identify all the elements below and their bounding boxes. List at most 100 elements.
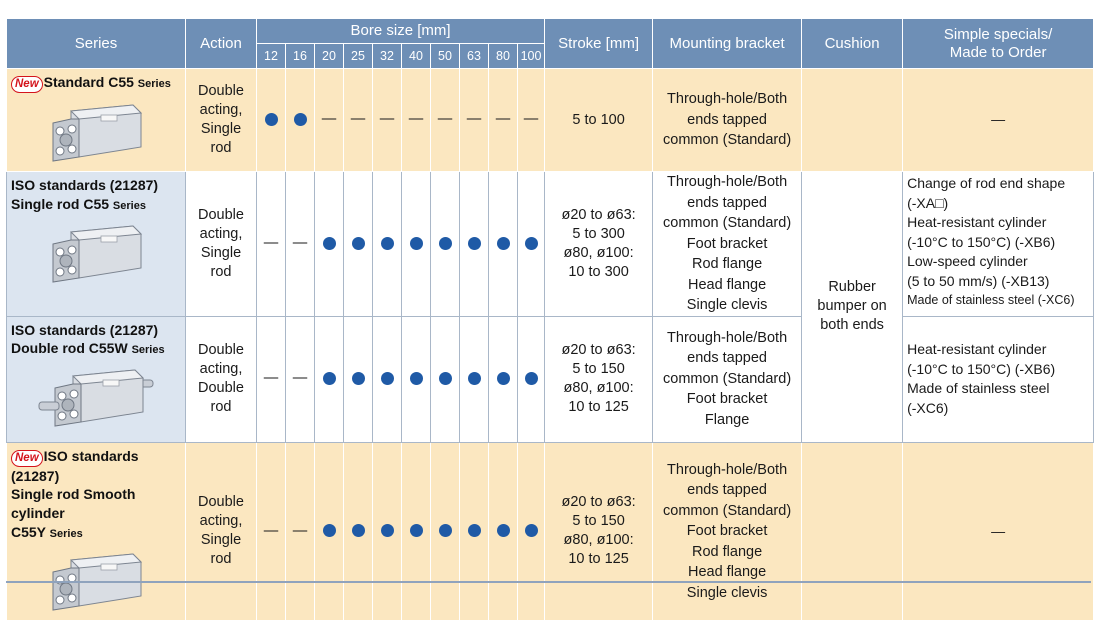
header-specials-line: Made to Order	[949, 43, 1047, 61]
availability-dot	[264, 113, 278, 127]
series-cell: New Standard C55 Series	[6, 68, 186, 172]
bore-cell-80	[488, 441, 518, 621]
mounting-line: common (Standard)	[663, 502, 792, 519]
bore-cell-12	[256, 68, 286, 172]
header-mounting: Mounting bracket	[652, 18, 803, 69]
availability-dot	[409, 236, 423, 250]
bore-cell-40	[401, 171, 431, 317]
availability-dot	[409, 524, 423, 538]
action-cell: Double acting, Single rod	[185, 68, 257, 172]
mounting-line: Rod flange	[692, 543, 763, 560]
not-available-dash: —	[292, 522, 308, 539]
bore-cell-12: —	[256, 171, 286, 317]
availability-dot	[438, 524, 452, 538]
availability-dot	[351, 524, 365, 538]
bore-header-80: 80	[488, 43, 518, 69]
series-title-line: ISO standards (21287)	[11, 321, 182, 340]
series-title-text: C55Y	[11, 524, 46, 541]
table-row: New ISO standards (21287) Single rod Smoot…	[6, 441, 1095, 621]
specials-line: Heat-resistant cylinder	[907, 341, 1047, 357]
specials-dash: —	[991, 111, 1006, 128]
action-line: rod	[210, 140, 232, 156]
bore-cell-32	[372, 315, 402, 443]
series-title-line: New Standard C55 Series	[11, 73, 182, 93]
action-line: acting,	[199, 102, 243, 118]
header-action: Action	[185, 18, 257, 69]
availability-dot	[409, 372, 423, 386]
mounting-line: Through-hole/Both	[667, 174, 788, 190]
series-suffix: Series	[112, 199, 146, 212]
bore-cell-50	[430, 171, 460, 317]
series-title: New Standard C55 Series	[11, 73, 182, 93]
mounting-line: Head flange	[687, 276, 767, 293]
action-line: Single	[200, 532, 242, 549]
bore-header-16: 16	[285, 43, 315, 69]
mounting-line: Flange	[704, 411, 750, 428]
cushion-cell-empty	[801, 441, 904, 621]
stroke-cell: ø20 to ø63: 5 to 300 ø80, ø100: 10 to 300	[544, 171, 654, 317]
mounting-line: Through-hole/Both	[667, 461, 788, 478]
bore-cell-80: —	[488, 68, 518, 172]
specials-line: Made of stainless steel (-XC6)	[907, 293, 1075, 307]
table-row: New Standard C55 Series Double acting, Sing…	[6, 68, 1095, 172]
stroke-cell: 5 to 100	[544, 68, 654, 172]
action-line: Double	[198, 494, 244, 511]
not-available-dash: —	[321, 111, 337, 128]
bore-cell-25	[343, 171, 373, 317]
series-title-text: Standard C55	[43, 74, 134, 90]
action-line: acting,	[199, 225, 243, 242]
availability-dot	[322, 524, 336, 538]
cushion-line: bumper on	[817, 298, 887, 315]
bore-cell-32: —	[372, 68, 402, 172]
bore-cell-50: —	[430, 68, 460, 172]
mounting-line: common (Standard)	[663, 370, 792, 387]
mounting-cell: Through-hole/Both ends tapped common (Stan…	[652, 171, 803, 317]
series-cell: ISO standards (21287) Double rod C55W Ser…	[6, 315, 186, 443]
specials-line: Heat-resistant cylinder	[907, 214, 1047, 230]
stroke-line: 10 to 125	[568, 399, 629, 415]
availability-dot	[524, 524, 538, 538]
specials-line: Low-speed cylinder	[907, 253, 1028, 269]
series-title-line: ISO standards (21287)	[11, 176, 182, 195]
cylinder-image	[38, 369, 153, 427]
stroke-line: ø80, ø100:	[563, 380, 634, 396]
specials-cell: —	[902, 441, 1095, 621]
specials-line: Made of stainless steel	[907, 380, 1050, 396]
series-cell: ISO standards (21287) Single rod C55 Seri…	[6, 171, 186, 317]
cushion-cell-empty	[801, 68, 904, 172]
header-bore-size: Bore size [mm]	[255, 18, 546, 44]
not-available-dash: —	[495, 111, 511, 128]
not-available-dash: —	[466, 111, 482, 128]
availability-dot	[524, 372, 538, 386]
bore-header-12: 12	[256, 43, 286, 69]
spec-table: Series Action Bore size [mm] Stroke [mm]…	[6, 18, 1095, 621]
series-title-text: Single rod C55	[11, 195, 110, 212]
bore-cell-20	[314, 441, 344, 621]
header-specials-line: Simple specials/	[943, 25, 1053, 43]
header-cushion: Cushion	[801, 18, 904, 69]
series-suffix: Series	[131, 344, 165, 357]
availability-dot	[496, 236, 510, 250]
bore-cell-32	[372, 171, 402, 317]
bore-cell-63	[459, 171, 489, 317]
not-available-dash: —	[292, 235, 308, 252]
series-title: ISO standards (21287) Single rod C55 Seri…	[11, 176, 182, 214]
action-cell: Double acting, Double rod	[185, 315, 257, 443]
bore-header-50: 50	[430, 43, 460, 69]
stroke-line: 5 to 150	[572, 361, 625, 377]
availability-dot	[438, 236, 452, 250]
mounting-line: Through-hole/Both	[667, 329, 788, 346]
bore-cell-100	[516, 171, 546, 317]
bore-cell-63	[459, 315, 489, 443]
new-badge: New	[11, 76, 43, 93]
mounting-line: Through-hole/Both	[667, 91, 788, 108]
bore-header-63: 63	[459, 43, 489, 69]
series-title-text: ISO standards (21287)	[11, 321, 159, 338]
bore-cell-16: —	[285, 441, 315, 621]
stroke-cell: ø20 to ø63: 5 to 150 ø80, ø100: 10 to 125	[544, 441, 654, 621]
specials-line: (5 to 50 mm/s) (-XB13)	[907, 272, 1050, 289]
bore-cell-25: —	[343, 68, 373, 172]
specials-line: (-XC6)	[907, 399, 949, 416]
stroke-cell: ø20 to ø63: 5 to 150 ø80, ø100: 10 to 125	[544, 315, 654, 443]
not-available-dash: —	[379, 111, 395, 128]
